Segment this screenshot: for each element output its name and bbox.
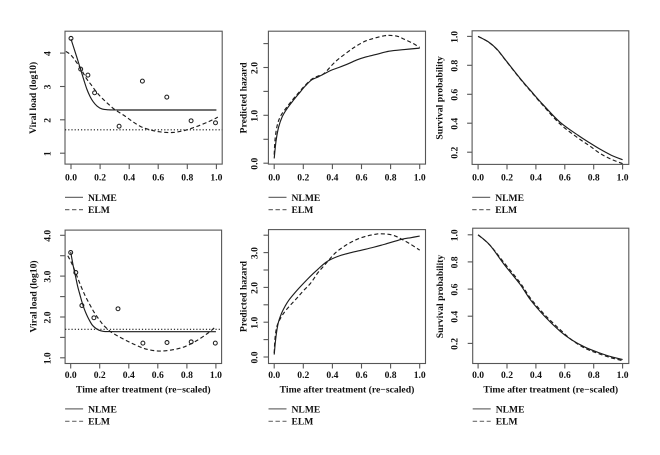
svg-text:0.2: 0.2 (450, 147, 461, 159)
svg-text:0.0: 0.0 (472, 370, 484, 381)
svg-text:2.0: 2.0 (250, 282, 261, 294)
svg-text:0.2: 0.2 (450, 338, 461, 350)
svg-text:0.8: 0.8 (588, 370, 600, 381)
svg-text:0.6: 0.6 (559, 173, 571, 184)
svg-text:1.0: 1.0 (210, 173, 222, 184)
svg-text:0.4: 0.4 (450, 311, 461, 323)
svg-text:0.6: 0.6 (356, 173, 368, 184)
svg-text:Time after treatment (re−scale: Time after treatment (re−scaled) (76, 385, 211, 396)
svg-text:0.6: 0.6 (152, 370, 164, 381)
svg-text:ELM: ELM (292, 417, 314, 428)
svg-text:0.6: 0.6 (559, 370, 571, 381)
svg-text:0.4: 0.4 (530, 370, 542, 381)
svg-text:0.0: 0.0 (268, 173, 280, 184)
svg-text:Predicted hazard: Predicted hazard (238, 260, 249, 332)
svg-text:1.0: 1.0 (43, 352, 54, 364)
svg-text:2.0: 2.0 (43, 311, 54, 323)
svg-text:Predicted hazard: Predicted hazard (238, 62, 249, 134)
svg-text:0.2: 0.2 (297, 370, 309, 381)
svg-text:2: 2 (42, 118, 53, 123)
svg-text:1.0: 1.0 (617, 370, 629, 381)
svg-text:0.4: 0.4 (123, 173, 135, 184)
svg-text:2.0: 2.0 (250, 62, 261, 74)
svg-text:4.0: 4.0 (43, 230, 54, 242)
svg-text:0.2: 0.2 (501, 370, 513, 381)
svg-text:0.6: 0.6 (152, 173, 164, 184)
svg-text:0.2: 0.2 (94, 173, 106, 184)
svg-text:ELM: ELM (88, 205, 110, 216)
svg-text:NLME: NLME (292, 404, 321, 415)
svg-text:NLME: NLME (292, 193, 321, 204)
svg-text:0.4: 0.4 (123, 370, 135, 381)
svg-text:0.4: 0.4 (326, 370, 338, 381)
svg-text:Viral load (log10): Viral load (log10) (28, 62, 39, 134)
svg-text:NLME: NLME (496, 404, 525, 415)
svg-text:0.0: 0.0 (268, 370, 280, 381)
svg-text:Time after treatment (re−scale: Time after treatment (re−scaled) (280, 385, 415, 396)
svg-text:0.8: 0.8 (588, 173, 600, 184)
svg-text:0.2: 0.2 (501, 173, 513, 184)
svg-text:1: 1 (42, 151, 53, 156)
svg-text:3: 3 (42, 84, 53, 89)
svg-text:ELM: ELM (292, 205, 314, 216)
svg-text:1.0: 1.0 (617, 173, 629, 184)
svg-text:ELM: ELM (496, 417, 518, 428)
svg-text:0.2: 0.2 (94, 370, 106, 381)
svg-text:1.0: 1.0 (450, 31, 461, 43)
svg-text:4: 4 (42, 51, 53, 56)
svg-text:0.6: 0.6 (356, 370, 368, 381)
svg-text:0.8: 0.8 (450, 60, 461, 72)
svg-text:0.6: 0.6 (450, 283, 461, 295)
svg-text:1.0: 1.0 (450, 229, 461, 241)
svg-text:Survival probability: Survival probability (435, 255, 446, 339)
svg-text:0.4: 0.4 (326, 173, 338, 184)
svg-text:ELM: ELM (88, 417, 110, 428)
svg-text:0.8: 0.8 (181, 173, 193, 184)
svg-text:Survival probability: Survival probability (435, 56, 446, 140)
svg-text:NLME: NLME (88, 404, 117, 415)
svg-text:1.0: 1.0 (414, 173, 426, 184)
svg-text:0.0: 0.0 (250, 158, 261, 170)
svg-text:Time after treatment (re−scale: Time after treatment (re−scaled) (483, 385, 618, 396)
svg-text:1.0: 1.0 (250, 110, 261, 122)
svg-text:0.4: 0.4 (530, 173, 542, 184)
svg-text:1.0: 1.0 (414, 370, 426, 381)
svg-text:0.0: 0.0 (472, 173, 484, 184)
svg-text:NLME: NLME (88, 193, 117, 204)
svg-text:ELM: ELM (495, 205, 517, 216)
svg-text:0.8: 0.8 (385, 173, 397, 184)
svg-text:1.0: 1.0 (210, 370, 222, 381)
svg-text:0.4: 0.4 (450, 118, 461, 130)
svg-text:NLME: NLME (495, 193, 524, 204)
svg-text:0.0: 0.0 (65, 173, 77, 184)
svg-text:Viral load (log10): Viral load (log10) (28, 260, 39, 332)
svg-text:3.0: 3.0 (43, 270, 54, 282)
svg-text:0.8: 0.8 (181, 370, 193, 381)
svg-text:0.8: 0.8 (450, 256, 461, 268)
svg-text:0.6: 0.6 (450, 89, 461, 101)
svg-text:0.2: 0.2 (297, 173, 309, 184)
svg-text:1.0: 1.0 (250, 317, 261, 329)
svg-text:3.0: 3.0 (250, 247, 261, 259)
svg-text:0.8: 0.8 (385, 370, 397, 381)
svg-text:0.0: 0.0 (250, 351, 261, 363)
svg-text:0.0: 0.0 (65, 370, 77, 381)
